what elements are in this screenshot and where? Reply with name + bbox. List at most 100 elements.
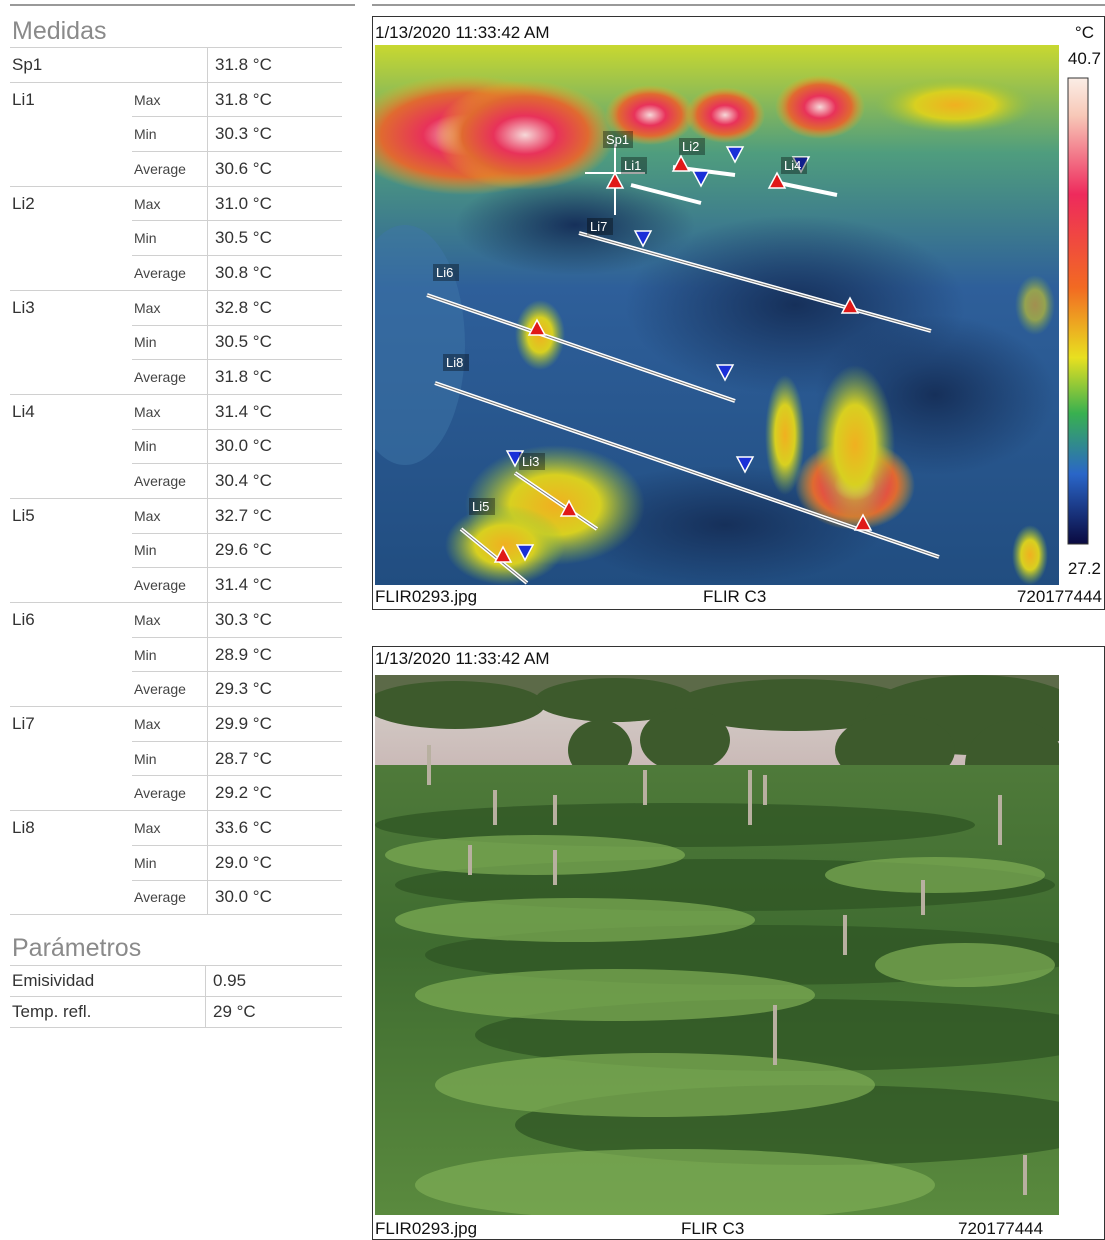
min-marker <box>725 146 745 164</box>
measurement-label <box>10 463 132 499</box>
measurement-row: Li2 Max 31.0 °C <box>10 186 342 222</box>
li8-label: Li8 <box>446 355 463 370</box>
measurement-stat: Min <box>132 741 208 777</box>
measurement-stat: Average <box>132 151 208 187</box>
li2-label: Li2 <box>682 139 699 154</box>
marker-labels: Sp1 Li1 Li2 Li4 Li7 Li6 Li8 Li3 Li5 <box>433 131 807 515</box>
measurement-stat: Min <box>132 220 208 257</box>
measurement-stat: Min <box>132 325 208 361</box>
measurement-row: Sp1 31.8 °C <box>10 47 342 83</box>
measurement-value: 31.8 °C <box>207 47 342 83</box>
measurement-value: 29.6 °C <box>207 533 342 569</box>
measurement-row: Min 28.9 °C <box>10 637 342 673</box>
measurement-row: Min 29.0 °C <box>10 845 342 881</box>
parameters-title: Parámetros <box>12 934 142 962</box>
measurement-label <box>10 775 132 812</box>
measurement-stat: Max <box>132 186 208 222</box>
thermal-filename: FLIR0293.jpg <box>375 587 478 606</box>
measurement-stat: Max <box>132 706 208 742</box>
min-markers <box>505 146 811 562</box>
parameter-row: Emisividad 0.95 <box>10 965 342 997</box>
measurement-label: Li8 <box>12 817 35 837</box>
li3-label: Li3 <box>522 454 539 469</box>
measurement-label <box>10 429 132 464</box>
scale-unit: °C <box>1074 23 1094 42</box>
measurement-label <box>10 741 132 776</box>
visual-serial: 720177444 <box>958 1219 1044 1238</box>
measurement-label <box>10 325 132 360</box>
measurement-value: 30.5 °C <box>207 220 342 257</box>
measurement-label <box>10 151 132 187</box>
measurement-row: Average 30.8 °C <box>10 255 342 291</box>
measurement-value: 29.0 °C <box>207 845 342 881</box>
li1-line <box>630 183 702 205</box>
measurement-stat: Max <box>132 394 208 430</box>
measurement-stat: Average <box>132 775 208 812</box>
measurement-stat: Average <box>132 671 208 708</box>
parameters-table: Emisividad 0.95 Temp. refl. 29 °C <box>10 965 342 1028</box>
measurement-stat <box>132 47 208 83</box>
measurement-value: 31.4 °C <box>207 394 342 430</box>
min-marker <box>735 456 755 474</box>
measurement-row: Average 29.2 °C <box>10 775 342 812</box>
measurement-value: 32.8 °C <box>207 290 342 326</box>
parameter-value: 29 °C <box>205 996 342 1028</box>
measurement-stat: Average <box>132 359 208 395</box>
min-marker <box>505 450 525 468</box>
measurement-stat: Min <box>132 533 208 569</box>
max-marker <box>527 318 547 336</box>
measurement-value: 30.3 °C <box>207 602 342 638</box>
li4-line <box>778 181 838 197</box>
measurement-label: Li5 <box>12 505 35 525</box>
measurement-label <box>10 845 132 880</box>
measurement-label: Li3 <box>12 297 35 317</box>
measurement-stat: Max <box>132 602 208 638</box>
scale-max: 40.7 <box>1067 49 1101 68</box>
measurements-table: Sp1 31.8 °C Li1 Max 31.8 °C Min 30.3 °C Average… <box>10 47 342 916</box>
measurement-stat: Average <box>132 880 208 916</box>
measurement-stat: Max <box>132 290 208 326</box>
min-marker <box>791 156 811 174</box>
measurement-label: Li6 <box>12 609 35 629</box>
parameter-label: Emisividad <box>10 965 206 997</box>
measurement-row: Li7 Max 29.9 °C <box>10 706 342 742</box>
max-marker <box>493 545 513 563</box>
li1-label: Li1 <box>624 158 641 173</box>
measurement-row: Min 30.3 °C <box>10 116 342 153</box>
parameter-value: 0.95 <box>205 965 342 997</box>
measurement-row: Average 30.0 °C <box>10 880 342 916</box>
li4-label: Li4 <box>784 158 801 173</box>
li6-label: Li6 <box>436 265 453 280</box>
measurement-stat: Average <box>132 567 208 603</box>
max-marker <box>853 513 873 531</box>
parameter-row: Temp. refl. 29 °C <box>10 996 342 1028</box>
max-marker <box>605 171 625 189</box>
measurement-value: 31.0 °C <box>207 186 342 222</box>
measurement-stat: Min <box>132 429 208 465</box>
measurement-value: 30.0 °C <box>207 429 342 465</box>
measurement-value: 29.2 °C <box>207 775 342 812</box>
measurement-value: 28.7 °C <box>207 741 342 777</box>
measurement-label <box>10 221 132 256</box>
measurement-value: 30.3 °C <box>207 116 342 153</box>
measurement-value: 28.9 °C <box>207 637 342 673</box>
visual-camera: FLIR C3 <box>681 1219 745 1238</box>
measurement-value: 29.3 °C <box>207 671 342 708</box>
measurement-label <box>10 567 132 603</box>
measurement-row: Min 30.5 °C <box>10 220 342 257</box>
measurement-value: 32.7 °C <box>207 498 342 534</box>
measurement-stat: Min <box>132 116 208 153</box>
measurement-row: Average 30.4 °C <box>10 463 342 499</box>
thermal-texture <box>375 75 1055 585</box>
measurement-row: Li6 Max 30.3 °C <box>10 602 342 638</box>
measurement-row: Min 29.6 °C <box>10 533 342 569</box>
measurement-row: Average 31.4 °C <box>10 567 342 603</box>
measurement-stat: Max <box>132 82 208 118</box>
measurement-label: Sp1 <box>10 47 132 83</box>
thermal-image-frame: 1/13/2020 11:33:42 AM °C 40.7 27.2 <box>372 16 1105 610</box>
max-marker <box>671 154 691 172</box>
measurement-row: Average 30.6 °C <box>10 151 342 187</box>
measurement-value: 30.8 °C <box>207 255 342 291</box>
measurement-value: 31.8 °C <box>207 82 342 118</box>
measurement-label: Li4 <box>12 401 35 421</box>
